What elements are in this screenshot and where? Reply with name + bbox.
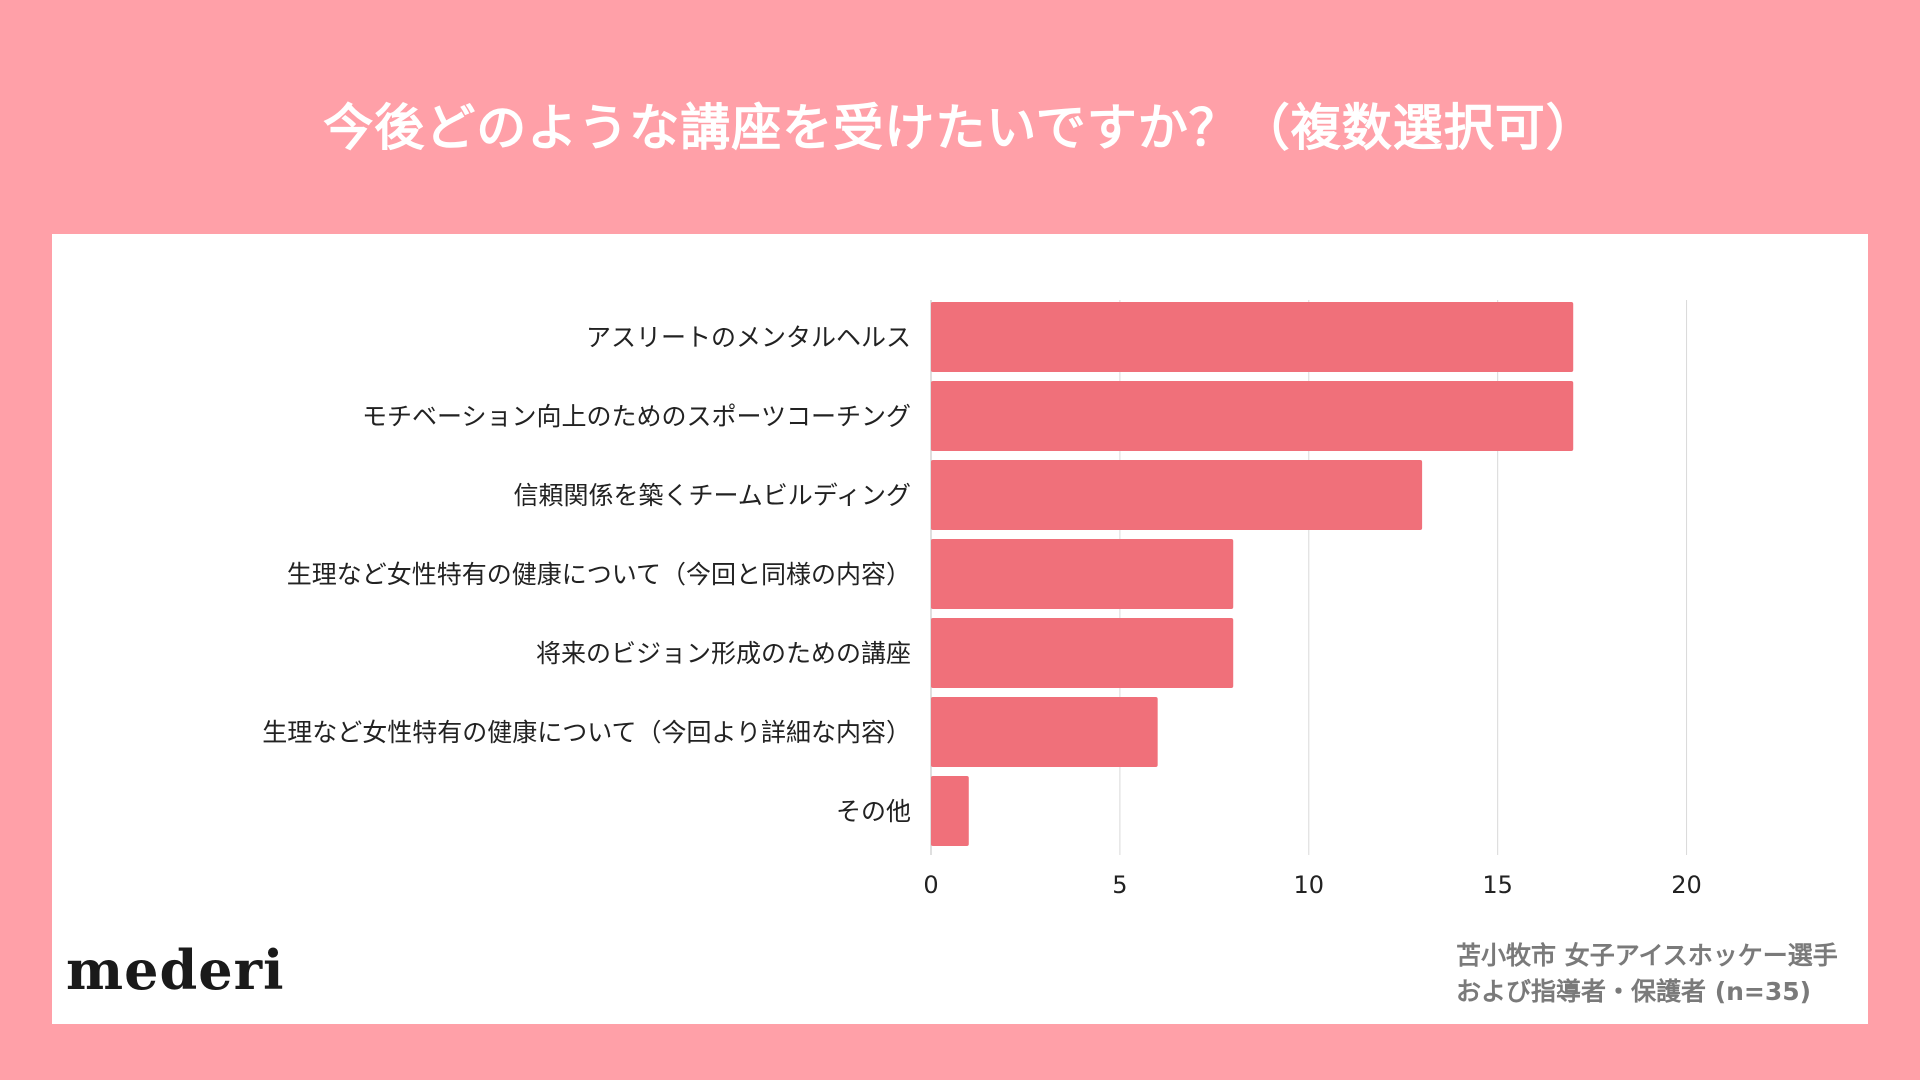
bar-0	[931, 302, 1574, 372]
bar-1	[931, 381, 1574, 451]
category-label: 将来のビジョン形成のための講座	[536, 639, 911, 668]
category-label: 信頼関係を築くチームビルディング	[513, 481, 911, 510]
x-tick-label: 20	[1671, 871, 1702, 899]
category-labels: アスリートのメンタルヘルスモチベーション向上のためのスポーツコーチング信頼関係を…	[262, 323, 911, 826]
mederi-logo: mederi	[66, 938, 285, 1002]
chart-panel: アスリートのメンタルヘルスモチベーション向上のためのスポーツコーチング信頼関係を…	[52, 234, 1868, 1024]
bar-6	[931, 776, 969, 846]
chart-title: 今後どのような講座を受けたいですか？（複数選択可）	[323, 99, 1597, 157]
bar-5	[931, 697, 1158, 767]
category-label: モチベーション向上のためのスポーツコーチング	[362, 402, 911, 431]
source-line-1: 苫小牧市 女子アイスホッケー選手	[1456, 941, 1838, 970]
category-label: 生理など女性特有の健康について（今回より詳細な内容）	[262, 718, 911, 747]
bar-chart: アスリートのメンタルヘルスモチベーション向上のためのスポーツコーチング信頼関係を…	[262, 300, 1702, 899]
source-line-2: および指導者・保護者 (n=35)	[1456, 977, 1812, 1006]
source-note: 苫小牧市 女子アイスホッケー選手 および指導者・保護者 (n=35)	[1456, 938, 1838, 1010]
bar-3	[931, 539, 1234, 609]
x-tick-labels: 0 5 10 15 20	[923, 871, 1701, 899]
x-tick-label: 10	[1294, 871, 1325, 899]
bar-4	[931, 618, 1234, 688]
x-tick-label: 0	[923, 871, 938, 899]
bar-2	[931, 460, 1423, 530]
x-tick-label: 15	[1482, 871, 1513, 899]
category-label: アスリートのメンタルヘルス	[586, 323, 911, 352]
category-label: 生理など女性特有の健康について（今回と同様の内容）	[287, 560, 911, 589]
x-tick-label: 5	[1112, 871, 1127, 899]
bars	[931, 302, 1574, 846]
category-label: その他	[836, 797, 911, 826]
